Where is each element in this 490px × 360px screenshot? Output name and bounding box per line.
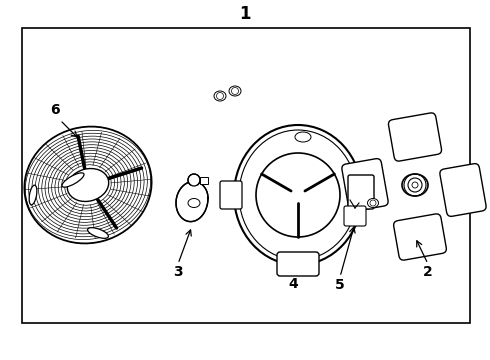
Ellipse shape xyxy=(295,132,311,142)
Polygon shape xyxy=(176,181,208,222)
FancyBboxPatch shape xyxy=(389,113,441,161)
Circle shape xyxy=(370,200,376,206)
FancyBboxPatch shape xyxy=(344,206,366,226)
Ellipse shape xyxy=(402,174,428,196)
Ellipse shape xyxy=(214,91,226,101)
FancyBboxPatch shape xyxy=(220,181,242,209)
Text: 3: 3 xyxy=(173,265,183,279)
Text: 4: 4 xyxy=(288,277,298,291)
Ellipse shape xyxy=(29,185,37,205)
Ellipse shape xyxy=(88,228,108,238)
Ellipse shape xyxy=(62,173,84,187)
Ellipse shape xyxy=(67,168,109,202)
Text: 2: 2 xyxy=(423,265,433,279)
Circle shape xyxy=(188,174,200,186)
Bar xyxy=(22,28,470,323)
Ellipse shape xyxy=(24,127,151,243)
Text: 5: 5 xyxy=(335,278,345,292)
Ellipse shape xyxy=(229,86,241,96)
Text: 6: 6 xyxy=(50,103,60,117)
FancyBboxPatch shape xyxy=(393,214,446,260)
Ellipse shape xyxy=(188,198,200,207)
Circle shape xyxy=(217,93,223,99)
FancyBboxPatch shape xyxy=(200,177,208,184)
Text: 1: 1 xyxy=(239,5,251,23)
FancyBboxPatch shape xyxy=(440,164,486,216)
FancyBboxPatch shape xyxy=(342,159,388,211)
Ellipse shape xyxy=(234,125,362,265)
Ellipse shape xyxy=(368,198,378,207)
Circle shape xyxy=(231,87,239,94)
FancyBboxPatch shape xyxy=(348,175,374,209)
Circle shape xyxy=(412,182,418,188)
FancyBboxPatch shape xyxy=(277,252,319,276)
